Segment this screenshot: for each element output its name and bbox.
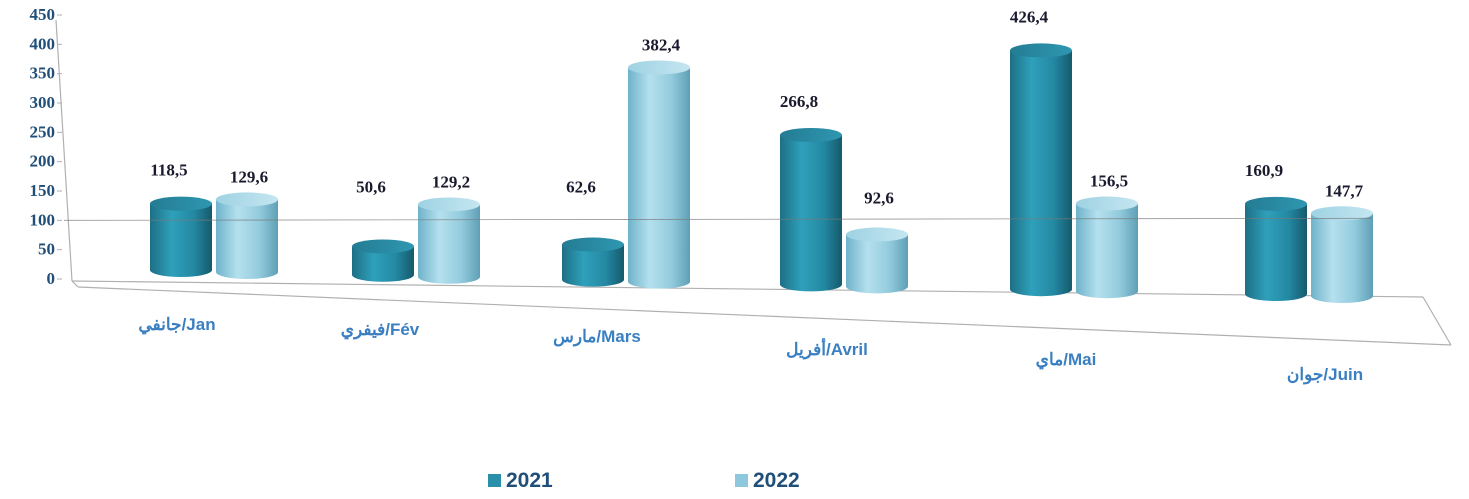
bar-2022: [418, 197, 480, 284]
y-tick-label: 100: [30, 210, 56, 229]
bar-2022: [846, 227, 908, 294]
data-label-2022: 129,6: [230, 167, 268, 186]
bar-2021-body: [1010, 50, 1072, 297]
x-axis-labels: جانفي/Jan فيفري/Fév مارس/Mars أفريل/Avril ما…: [138, 315, 1363, 385]
data-label-2022: 147,7: [1325, 181, 1364, 200]
y-tick-label: 250: [30, 122, 56, 141]
bar-2022-body: [1076, 203, 1138, 299]
bar-2021-body: [352, 246, 414, 282]
bar-2022-body: [628, 67, 690, 289]
y-tick-label: 450: [30, 5, 56, 24]
bar-2022-top: [1076, 196, 1138, 211]
data-label-2021: 50,6: [356, 177, 386, 196]
data-label-2021: 62,6: [566, 177, 596, 196]
bar-2021-top: [352, 239, 414, 254]
bar-2021: [1245, 196, 1307, 301]
y-tick-label: 400: [30, 34, 56, 53]
bar-2021-body: [150, 203, 212, 277]
reference-line: [63, 217, 1373, 221]
legend-swatch-2022: [735, 474, 748, 487]
bar-2022-body: [216, 199, 278, 279]
bar-2022-top: [1311, 206, 1373, 221]
floor-left-edge: [71, 280, 79, 288]
data-label-2022: 129,2: [432, 172, 470, 191]
bar-2021-body: [562, 244, 624, 287]
y-tick-label: 300: [30, 93, 56, 112]
bar-2021-top: [1010, 43, 1072, 58]
bar-2021: [150, 196, 212, 277]
x-axis-line: [77, 286, 1452, 346]
data-label-2021: 266,8: [780, 92, 818, 111]
axes: [55, 19, 1452, 346]
bar-2021-body: [1245, 203, 1307, 301]
x-axis-label: ماي/Mai: [1036, 350, 1097, 370]
legend: 2021 2022: [488, 469, 800, 492]
y-tick-label: 50: [38, 240, 55, 259]
bar-2021-top: [780, 127, 842, 142]
bar-2022: [1076, 196, 1138, 299]
legend-swatch-2021: [488, 474, 501, 487]
bar-2021-top: [1245, 196, 1307, 211]
bar-2022-body: [1311, 213, 1373, 303]
floor-right-edge: [1422, 296, 1452, 346]
bar-2022-top: [418, 197, 480, 212]
y-tick-label: 0: [47, 269, 56, 288]
data-label-2021: 160,9: [1245, 161, 1283, 180]
y-axis-line: [55, 19, 73, 282]
data-labels: 118,5 129,6 50,6 129,2 62,6 382,4 266,8 92,6 426…: [150, 7, 1363, 207]
y-tick-label: 200: [30, 152, 56, 171]
bar-2021: [562, 237, 624, 287]
x-axis-label: مارس/Mars: [553, 327, 641, 347]
x-axis-label: فيفري/Fév: [341, 320, 420, 340]
bar-2021-top: [562, 237, 624, 252]
bar-2022-body: [418, 204, 480, 284]
bar-2021: [1010, 43, 1072, 297]
bar-2022-top: [216, 192, 278, 207]
bar-2022: [628, 60, 690, 289]
data-label-2022: 156,5: [1090, 172, 1128, 191]
bar-2021: [352, 239, 414, 282]
bar-2021-top: [150, 196, 212, 211]
bar-2022-body: [846, 234, 908, 294]
bar-2022: [216, 192, 278, 279]
x-axis-label: أفريل/Avril: [786, 337, 868, 360]
bar-2022-top: [846, 227, 908, 242]
bar-2022: [1311, 206, 1373, 303]
gridline-100: [63, 217, 1373, 221]
data-label-2022: 92,6: [864, 188, 894, 207]
bar-2022-top: [628, 60, 690, 75]
x-axis-label: جوان/Juin: [1287, 365, 1363, 385]
data-label-2021: 426,4: [1010, 7, 1049, 26]
data-label-2022: 382,4: [642, 35, 681, 54]
data-label-2021: 118,5: [150, 161, 187, 180]
floor-back-edge: [71, 280, 1424, 298]
y-tick-label: 150: [30, 181, 56, 200]
bar-2021: [780, 127, 842, 292]
y-axis-ticks: 0 50 100 150 200 250 300 350 400 450: [30, 5, 62, 288]
y-tick-label: 350: [30, 64, 56, 83]
x-axis-label: جانفي/Jan: [138, 315, 215, 335]
legend-label-2021: 2021: [506, 469, 553, 492]
bars: [150, 43, 1373, 303]
legend-label-2022: 2022: [753, 469, 800, 492]
bar-2021-body: [780, 134, 842, 292]
